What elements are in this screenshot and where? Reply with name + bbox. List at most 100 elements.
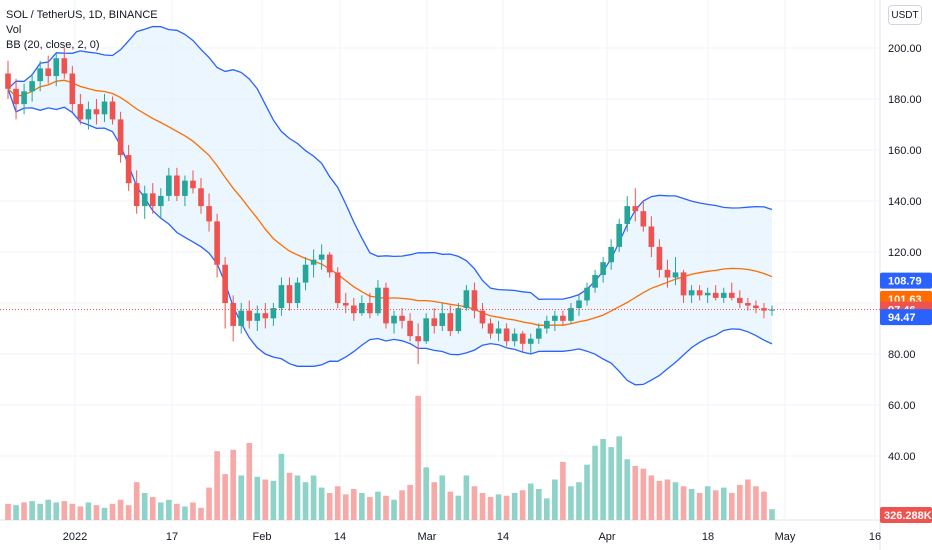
volume-bar [125,505,132,520]
candle-body [222,264,228,303]
volume-bar [286,472,293,520]
volume-bar [712,490,719,520]
volume-bar [61,501,68,520]
candle-body [471,290,478,311]
candle-body [166,175,172,196]
candle-body [761,308,767,311]
volume-bar [688,488,695,520]
price-axis[interactable]: 200.00180.00160.00140.00120.00100.0080.0… [888,43,922,463]
candle-body [13,88,19,105]
volume-bar [656,480,663,520]
x-tick-label: 14 [497,531,509,543]
volume-bar [519,490,526,520]
candle-body [375,287,381,314]
candle-body [568,308,574,321]
candle-body [133,183,140,207]
volume-bar [600,439,606,520]
candle-body [656,246,663,270]
candle-body [447,313,454,332]
volume-bar [761,491,767,520]
candle-body [270,308,277,319]
candle-body [149,193,156,207]
volume-bar [479,493,486,520]
y-tick-label: 40.00 [888,451,916,463]
candle-body [696,290,703,296]
volume-bar [53,502,60,520]
candle-body [262,313,269,319]
volume-bar [487,497,494,520]
volume-bar [77,506,84,520]
candle-body [198,188,204,207]
y-tick-label: 200.00 [888,43,922,55]
volume-legend[interactable]: Vol [6,24,22,36]
candle-body [206,206,212,222]
candle-body [608,246,614,263]
volume-bar [463,475,470,520]
volume-bar [334,486,341,520]
volume-bar [149,497,156,520]
candle-body [101,101,108,115]
candle-body [29,81,35,92]
x-tick-label: May [775,531,796,543]
volume-bar [375,491,381,520]
candle-body [503,328,510,342]
volume-bar [439,475,446,520]
volume-bar [399,490,405,520]
volume-bar [342,494,349,520]
candle-body [439,313,446,326]
volume-bar [664,479,671,520]
candle-body [728,292,735,298]
y-tick-label: 120.00 [888,247,922,259]
candle-body [535,328,542,339]
candle-body [190,180,196,189]
symbol-title[interactable]: SOL / TetherUS, 1D, BINANCE [6,9,158,21]
volume-tag-bg [880,507,932,523]
candle-body [214,221,220,265]
candle-body [334,272,341,303]
candle-body [399,315,405,321]
volume-bar [769,509,775,520]
volume-bar [190,502,196,520]
volume-bar [206,487,212,520]
volume-bar [753,486,759,520]
volume-bar [704,486,711,520]
candle-body [182,180,188,196]
bollinger-legend[interactable]: BB (20, close, 2, 0) [6,39,100,51]
volume-bar [680,486,687,520]
volume-bar [552,479,558,520]
x-tick-label: Mar [418,531,437,543]
volume-bar [568,486,574,520]
volume-bar [632,466,639,520]
candle-body [463,290,470,309]
candle-body [423,318,430,342]
candle-body [85,109,92,120]
candle-body [415,336,421,342]
lower-band-line [7,88,773,386]
volume-bar [672,482,679,520]
candle-body [511,333,518,342]
volume-bar [214,451,220,520]
candle-body [519,333,526,344]
candle-body [527,338,534,344]
volume-bar [745,479,751,520]
candle-body [745,303,751,306]
candle-body [93,109,100,115]
lower-band-tag: 94.47 [888,312,916,324]
candle-body [616,223,623,247]
candle-body [576,300,582,309]
currency-button[interactable]: USDT [888,5,922,25]
time-axis[interactable]: 2022 17 Feb 14 Mar 14 Apr 18 May 16 [63,531,881,543]
bollinger-bands [7,25,773,386]
volume-bar [254,476,261,520]
candle-body [21,91,27,105]
x-tick-label: Apr [598,531,615,543]
candle-body [640,211,647,227]
volume-bar [407,484,413,520]
candle-body [391,315,397,324]
upper-band-tag: 108.79 [888,276,922,288]
candle-body [560,315,566,321]
volume-bar [222,474,228,520]
volume-bar [447,491,454,520]
